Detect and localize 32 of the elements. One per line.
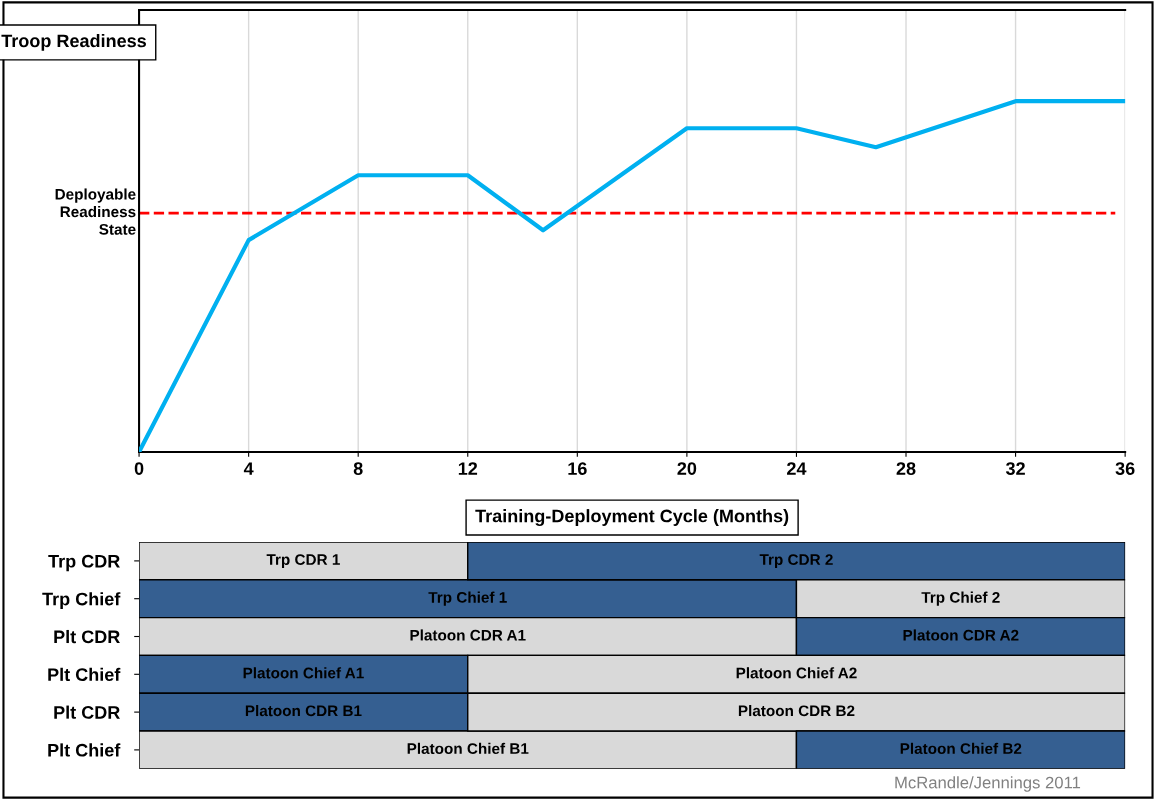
data-label: Platoon Chief A1: [243, 667, 364, 679]
x-tick-label: 20: [677, 462, 697, 475]
x-tick-label: 8: [353, 462, 363, 475]
data-label: Platoon CDR A1: [410, 629, 526, 641]
data-label: Platoon Chief A2: [736, 667, 857, 679]
data-label: Trp Chief 1: [428, 591, 507, 606]
y-tick-label: Plt Chief: [48, 743, 121, 757]
data-label: Platoon CDR A2: [903, 629, 1019, 641]
data-label: Trp CDR 2: [759, 554, 833, 569]
x-tick-label: 32: [1005, 462, 1025, 476]
ref-line-label: Deployable Readiness State: [55, 188, 136, 235]
text: McRandle/Jennings 2011: [895, 776, 1081, 792]
data-label: Platoon Chief B1: [407, 742, 529, 754]
x-tick-label: 24: [787, 462, 807, 475]
data-label: Trp CDR 1: [266, 554, 340, 569]
x-tick-label: 36: [1115, 462, 1135, 476]
x-tick-label: 16: [568, 462, 587, 475]
y-tick-label: Plt Chief: [48, 667, 121, 682]
x-tick-label: 12: [458, 462, 478, 475]
x-tick-label: 4: [243, 462, 254, 475]
y-tick-label: Trp Chief: [42, 592, 121, 609]
data-label: Platoon CDR B2: [738, 704, 855, 717]
x-tick-label: 28: [896, 462, 916, 475]
y-tick-label: Plt CDR: [54, 629, 120, 644]
x-tick-label: 0: [134, 462, 144, 475]
y-tick-label: Plt CDR: [54, 705, 120, 719]
data-label: Platoon CDR B1: [245, 704, 362, 717]
x-axis-title: Training-Deployment Cycle (Months): [475, 509, 789, 527]
data-label: Platoon Chief B2: [900, 742, 1022, 754]
y-tick-label: Trp CDR: [48, 554, 120, 572]
data-label: Trp Chief 2: [921, 591, 1000, 606]
y-axis-title: Troop Readiness: [1, 33, 146, 51]
